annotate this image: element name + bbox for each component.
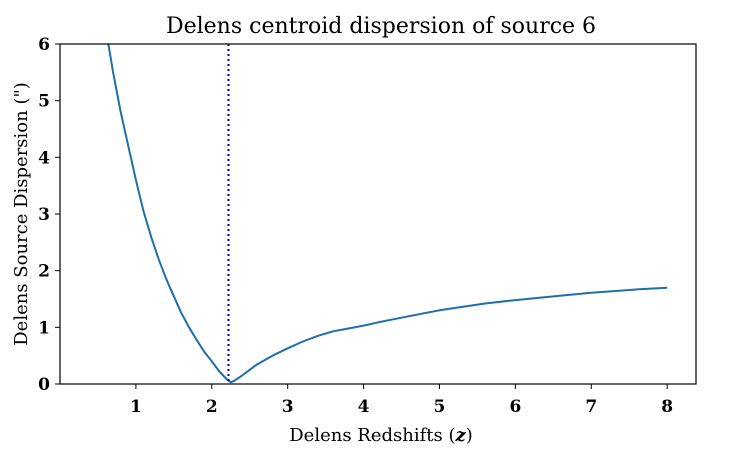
y-axis-ticks: 0 1 2 3 4 5 6	[38, 35, 60, 395]
x-tick-label: 5	[434, 397, 446, 417]
y-axis-label: Delens Source Dispersion (")	[11, 82, 32, 346]
x-axis-label-end: )	[466, 425, 473, 446]
x-tick-label: 4	[358, 397, 370, 417]
series-layer	[107, 44, 668, 384]
x-axis-label-main: Delens Redshifts (	[289, 425, 455, 446]
x-tick-label: 3	[282, 397, 294, 417]
x-tick-label: 6	[509, 397, 521, 417]
x-axis-label-variable: z	[454, 425, 466, 446]
y-tick-label: 2	[38, 262, 50, 282]
y-tick-label: 6	[38, 35, 50, 55]
x-tick-label: 8	[661, 397, 673, 417]
y-tick-label: 4	[38, 148, 50, 168]
chart-title: Delens centroid dispersion of source 6	[166, 14, 596, 39]
y-tick-label: 5	[38, 92, 50, 112]
y-tick-label: 1	[38, 318, 50, 338]
y-tick-label: 3	[38, 205, 50, 225]
x-tick-label: 7	[585, 397, 597, 417]
dispersion-line-series-0	[107, 44, 668, 384]
x-tick-label: 1	[130, 397, 142, 417]
x-axis-ticks: 1 2 3 4 5 6 7 8	[130, 384, 673, 417]
x-axis-label: Delens Redshifts (z)	[289, 425, 473, 446]
y-tick-label: 0	[38, 375, 50, 395]
plot-frame	[59, 43, 697, 385]
x-tick-label: 2	[206, 397, 218, 417]
